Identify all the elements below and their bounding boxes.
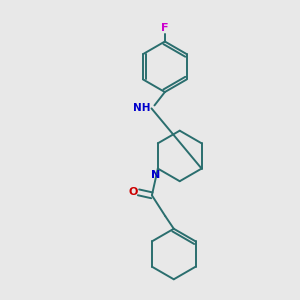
Text: O: O: [128, 188, 138, 197]
Text: NH: NH: [133, 103, 150, 113]
Text: F: F: [161, 22, 169, 33]
Text: N: N: [151, 170, 160, 180]
